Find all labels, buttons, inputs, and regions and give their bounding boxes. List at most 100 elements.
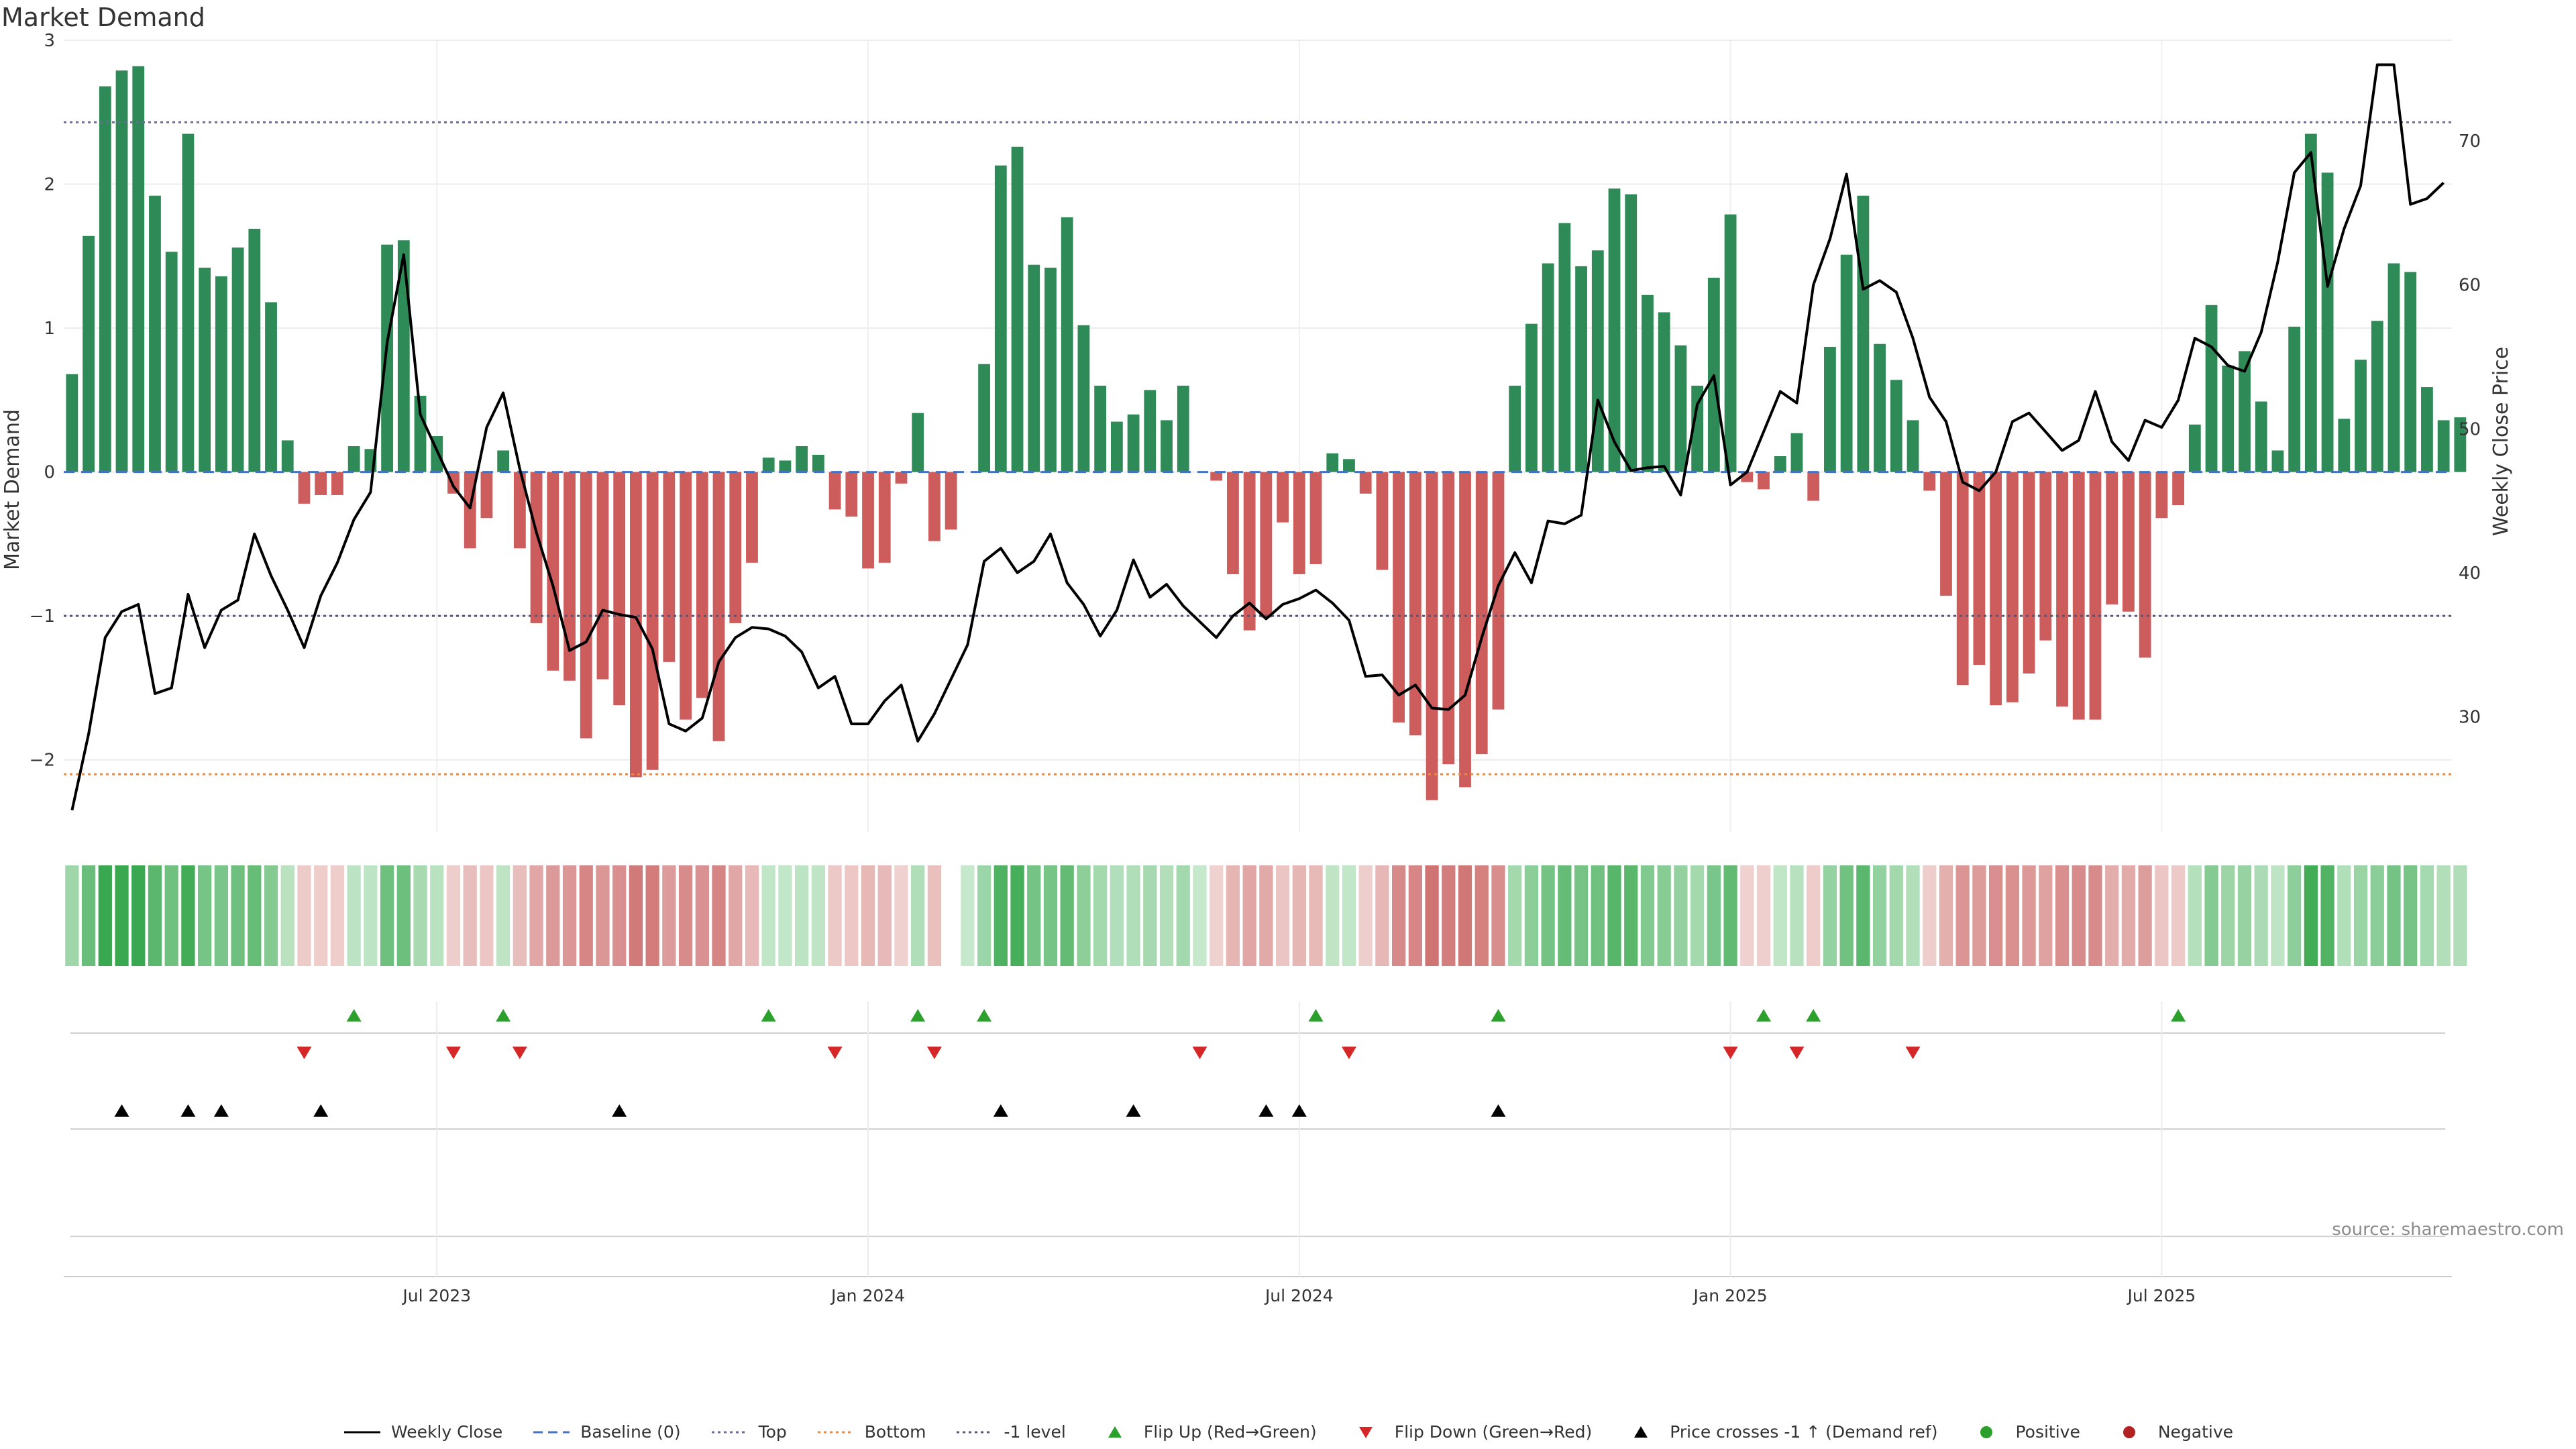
heatstrip-cell [1674, 865, 1688, 966]
flip-down-marker [1789, 1046, 1805, 1059]
heatstrip-cell [2188, 865, 2202, 966]
demand-bar-positive [1326, 453, 1339, 472]
demand-bar-positive [1542, 263, 1554, 472]
heatstrip-cell [1275, 865, 1290, 966]
demand-bar-positive [2338, 419, 2351, 472]
heatstrip-cell [2022, 865, 2036, 966]
flip-down-marker [1192, 1046, 1208, 1059]
demand-bar-negative [2155, 472, 2168, 519]
heatstrip-cell [65, 865, 79, 966]
demand-bar-negative [729, 472, 742, 623]
heatstrip-cell [1773, 865, 1787, 966]
heatstrip-cell [2088, 865, 2102, 966]
heatstrip-cell [446, 865, 461, 966]
cross-marker [1126, 1104, 1141, 1117]
heatstrip-cell [828, 865, 842, 966]
demand-bar-negative [1758, 472, 1770, 490]
flip-up-marker [496, 1009, 511, 1022]
cross-marker [993, 1104, 1008, 1117]
demand-bar-negative [646, 472, 659, 770]
demand-bar-positive [1642, 294, 1654, 472]
demand-bar-negative [1475, 472, 1488, 755]
legend-symbol-baseline-icon [533, 1431, 570, 1433]
heatstrip-cell [678, 865, 693, 966]
heatstrip-cell [314, 865, 328, 966]
demand-bar-positive [1028, 264, 1040, 472]
y2-tick-label: 60 [2459, 276, 2481, 296]
demand-bar-negative [1376, 472, 1389, 570]
demand-bar-negative [1442, 472, 1455, 765]
legend-symbol-flip-up-icon [1108, 1426, 1122, 1438]
legend-symbol-minus1-icon [957, 1431, 994, 1433]
heatstrip-cell [1972, 865, 1986, 966]
chart-title: Market Demand [1, 3, 205, 32]
cross-marker [1291, 1104, 1307, 1117]
y-tick-label: −1 [30, 606, 55, 627]
demand-bar-negative [1393, 472, 1405, 722]
demand-bar-positive [182, 133, 195, 472]
demand-bar-negative [1277, 472, 1289, 523]
heatstrip-cell [2304, 865, 2318, 966]
heatstrip-cell [347, 865, 361, 966]
legend-item-minus1: -1 level [955, 1422, 1066, 1442]
demand-bar-positive [1824, 346, 1836, 472]
demand-bar-positive [115, 70, 128, 472]
heatstrip-cell [2404, 865, 2418, 966]
demand-bar-negative [331, 472, 343, 495]
demand-bar-negative [580, 472, 592, 739]
legend-item-negative: Negative [2110, 1422, 2233, 1442]
heatstrip-cell [2121, 865, 2136, 966]
heatstrip-cell [380, 865, 394, 966]
heatstrip-cell [729, 865, 743, 966]
heatstrip-cell [811, 865, 825, 966]
demand-bar-positive [1625, 194, 1638, 472]
demand-bars [66, 66, 2467, 800]
demand-bar-negative [2089, 472, 2102, 720]
flip-up-marker [1806, 1009, 1821, 1022]
heatstrip-cell [877, 865, 892, 966]
demand-bar-positive [397, 240, 410, 472]
flip-down-marker [926, 1046, 942, 1059]
heatstrip-cell [1955, 865, 1970, 966]
heatstrip-cell [1624, 865, 1638, 966]
demand-bar-positive [1674, 345, 1687, 472]
demand-bar-positive [2255, 401, 2267, 472]
heatstrip-cell [1210, 865, 1224, 966]
heatstrip-cell [330, 865, 345, 966]
legend-item-baseline: Baseline (0) [532, 1422, 681, 1442]
demand-bar-negative [1807, 472, 1820, 501]
demand-bar-positive [2404, 272, 2417, 472]
heatstrip-cell [2155, 865, 2169, 966]
demand-bar-positive [1161, 420, 1173, 472]
heatstrip-cell [1508, 865, 1522, 966]
heatstrip-cell [911, 865, 925, 966]
heatstrip-cell [2171, 865, 2186, 966]
heatstrip-cell [629, 865, 643, 966]
flip-down-marker [827, 1046, 843, 1059]
demand-bar-positive [1790, 433, 1803, 472]
demand-bar-negative [2006, 472, 2019, 702]
demand-bar-positive [248, 229, 261, 472]
flip-down-marker [512, 1046, 527, 1059]
heatstrip-cell [148, 865, 162, 966]
demand-bar-positive [2304, 133, 2317, 472]
weekly-close-line [70, 63, 2445, 811]
heatstrip-cell [231, 865, 245, 966]
legend-label: Negative [2157, 1422, 2234, 1442]
demand-bar-positive [1509, 385, 1521, 472]
demand-bar-positive [1011, 146, 1024, 472]
heatstrip-cell [1242, 865, 1256, 966]
demand-bar-positive [2321, 172, 2334, 472]
y2-axis-label: Weekly Close Price [2489, 347, 2513, 536]
heatstrip-cell [2353, 865, 2368, 966]
flip-down-marker [1905, 1046, 1921, 1059]
flip-up-marker [1756, 1009, 1772, 1022]
cross-marker [612, 1104, 627, 1117]
demand-bar-negative [928, 472, 941, 541]
demand-bar-negative [298, 472, 311, 504]
heatstrip-cell [115, 865, 129, 966]
demand-bar-positive [414, 395, 427, 472]
demand-bar-negative [2023, 472, 2035, 674]
demand-bar-positive [1691, 385, 1704, 472]
demand-bar-negative [878, 472, 891, 563]
